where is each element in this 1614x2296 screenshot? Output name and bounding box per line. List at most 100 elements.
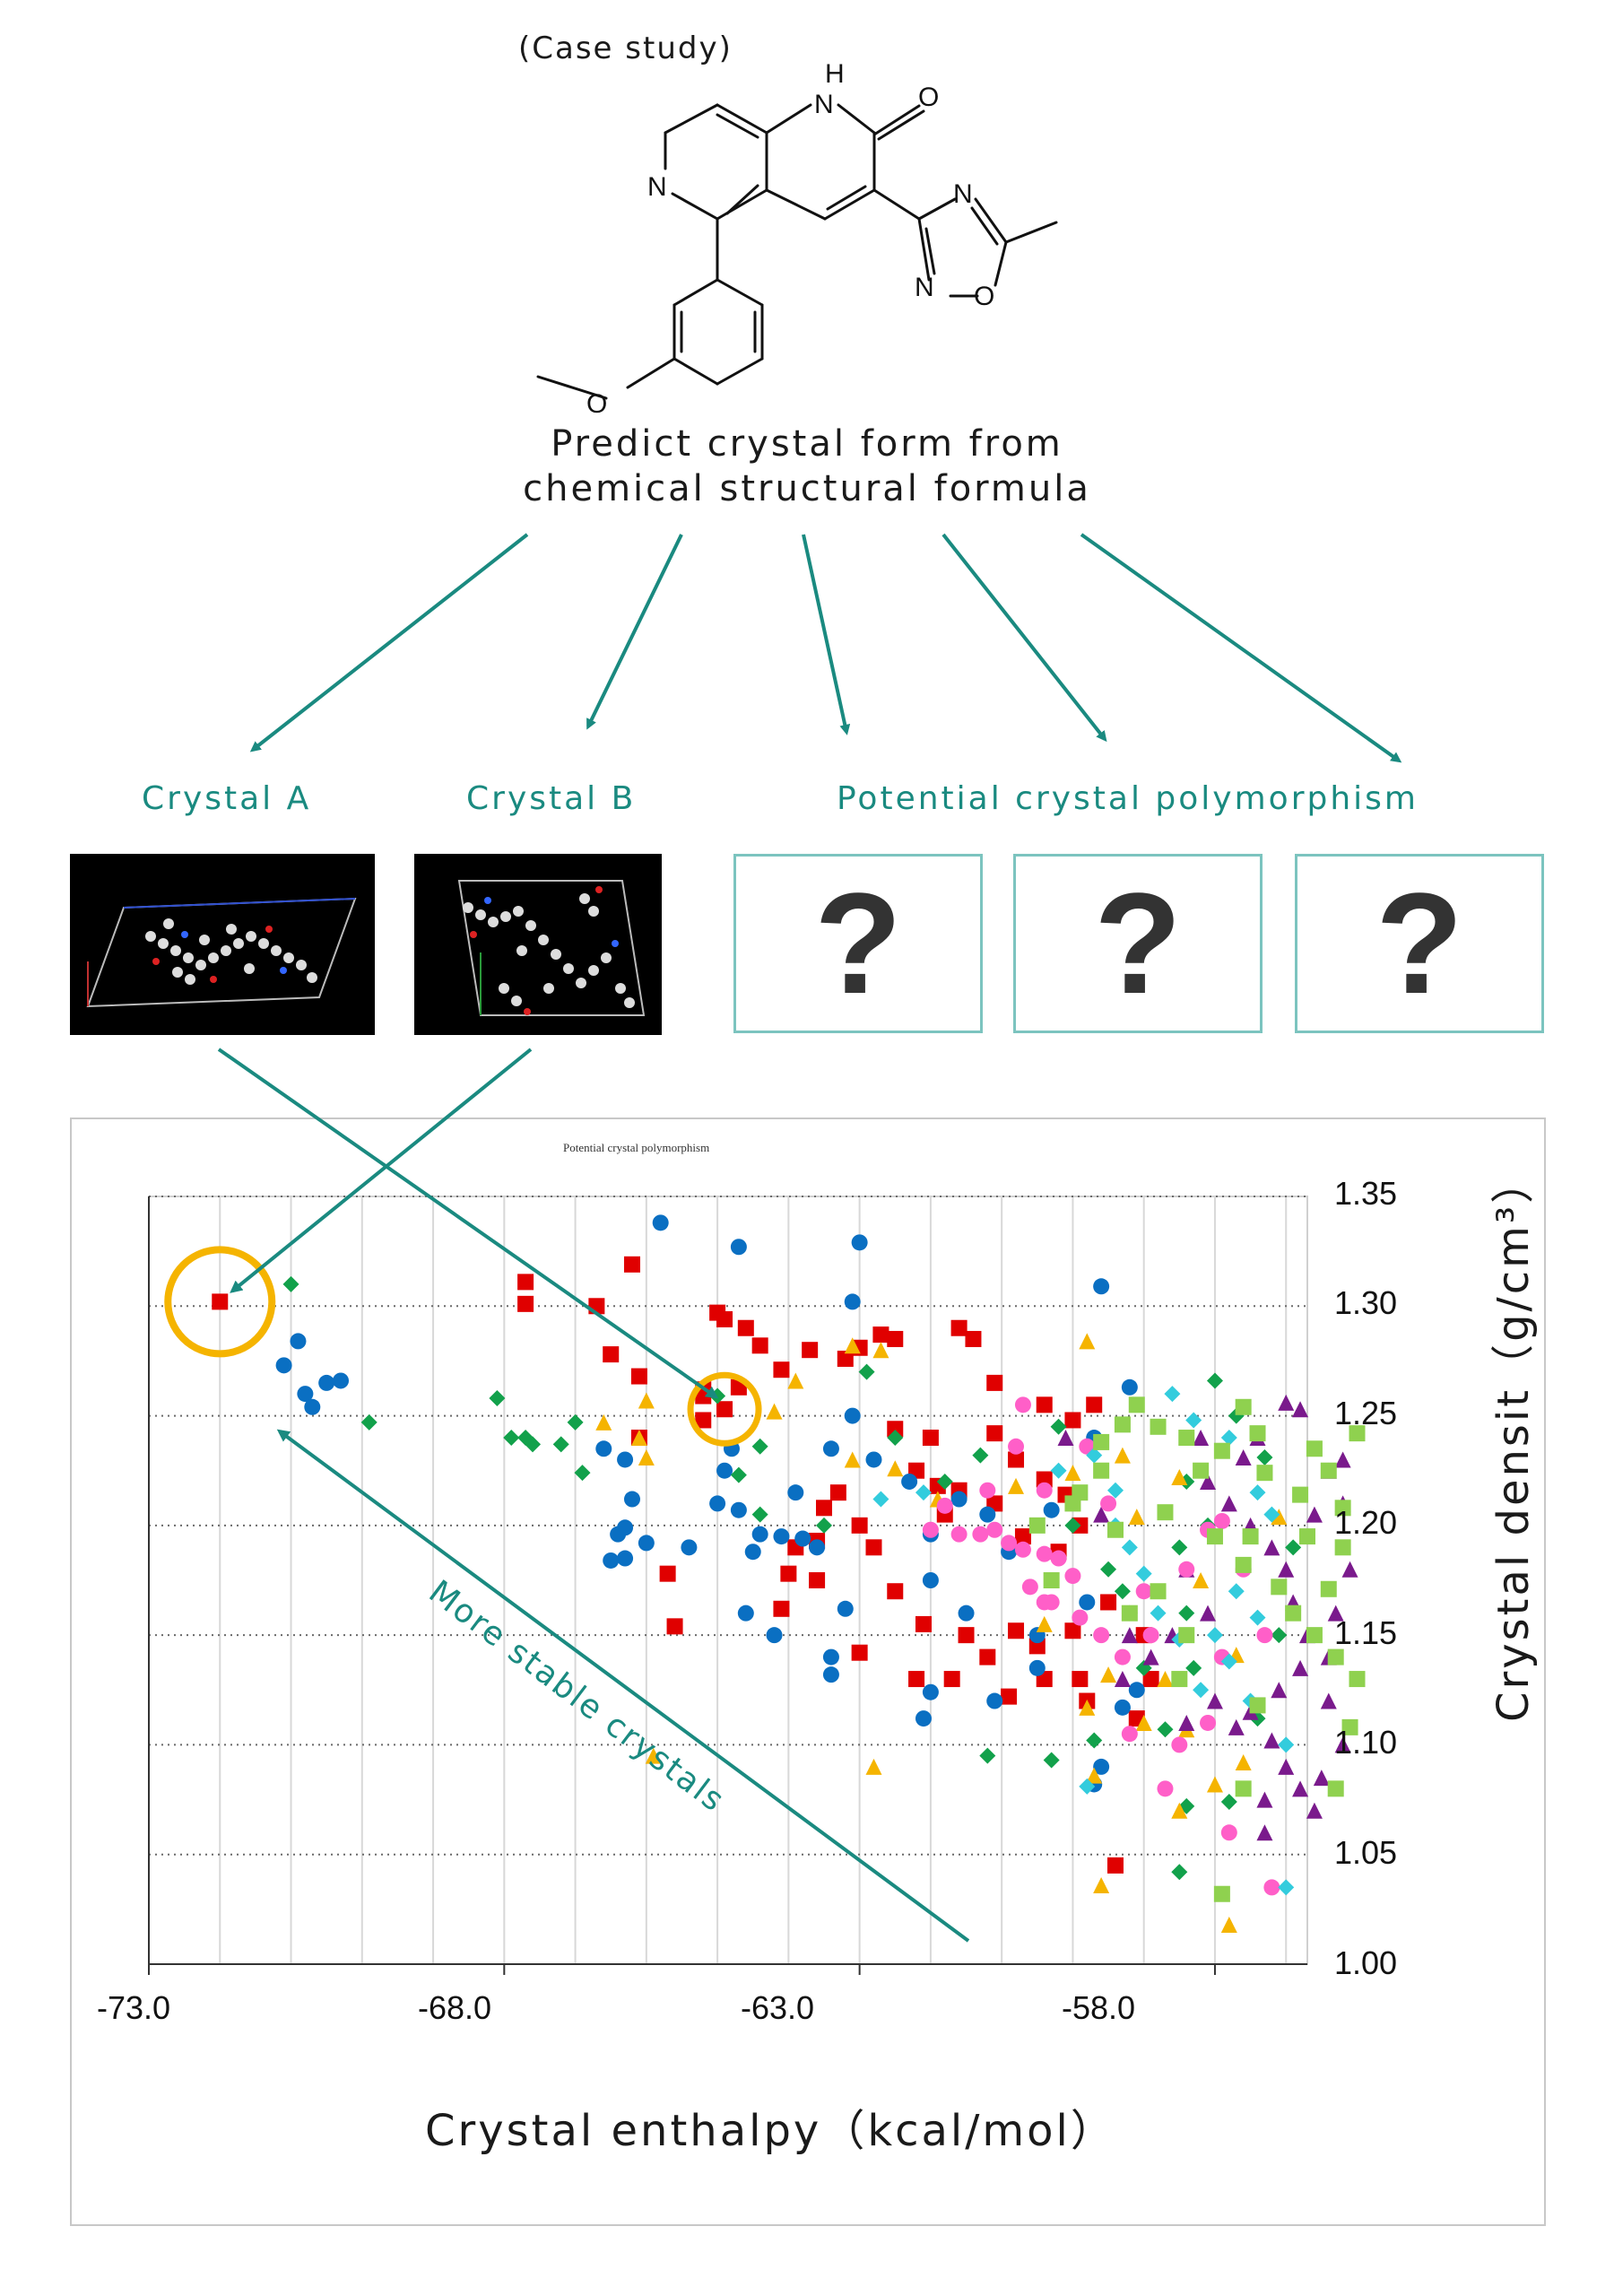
data-point (275, 1357, 292, 1374)
arrow-to-polymorph-2 (941, 533, 1107, 743)
data-point (1106, 1521, 1124, 1538)
data-point (1008, 1477, 1025, 1494)
data-point (979, 1506, 996, 1523)
data-point (773, 1528, 790, 1545)
data-point (837, 1350, 854, 1367)
data-point (1121, 1539, 1138, 1556)
arrow-crystal-b-to-point (230, 1048, 533, 1293)
data-point (744, 1544, 761, 1561)
data-point (1050, 1462, 1067, 1479)
data-point (1093, 1506, 1110, 1523)
data-point (1171, 1539, 1188, 1556)
data-point (950, 1491, 968, 1508)
data-point (1200, 1473, 1217, 1490)
data-point (1093, 1433, 1110, 1450)
data-point (1235, 1780, 1252, 1797)
data-points (212, 1214, 1366, 1933)
data-point (1213, 1885, 1230, 1902)
data-point (1079, 1699, 1096, 1716)
data-point (652, 1214, 669, 1231)
data-point (844, 1337, 861, 1354)
data-point (794, 1530, 811, 1547)
x-tick-label: -63.0 (741, 1989, 815, 2026)
data-point (809, 1572, 826, 1588)
data-point (1249, 1697, 1266, 1714)
data-point (1014, 1528, 1031, 1545)
data-point (751, 1337, 768, 1354)
data-point (1171, 1469, 1188, 1486)
data-point (822, 1440, 839, 1457)
data-point (1200, 1714, 1217, 1731)
data-point (1036, 1482, 1053, 1499)
data-point (816, 1517, 833, 1534)
data-point (1093, 1876, 1110, 1893)
data-point (851, 1644, 868, 1661)
data-point (1114, 1648, 1131, 1665)
data-point (709, 1495, 726, 1512)
data-point (1220, 1430, 1237, 1447)
data-point (552, 1436, 569, 1453)
chart-title: Potential crystal polymorphism (563, 1141, 710, 1154)
data-point (958, 1605, 975, 1622)
data-point (1178, 1714, 1195, 1731)
data-point (503, 1430, 520, 1447)
data-point (1235, 1556, 1252, 1573)
data-point (1292, 1780, 1309, 1797)
data-point (1334, 1451, 1351, 1468)
data-point (1278, 1758, 1295, 1775)
chemical-structure: H N O N N N O O (536, 59, 1058, 419)
data-point (1064, 1495, 1081, 1512)
data-point (1072, 1609, 1089, 1626)
data-point (1057, 1430, 1074, 1447)
data-point (1135, 1714, 1152, 1731)
data-point (965, 1330, 982, 1347)
data-point (1349, 1425, 1366, 1442)
axes (148, 1196, 1307, 1975)
atom-label: N (814, 90, 834, 119)
data-point (1036, 1594, 1053, 1611)
data-point (1271, 1578, 1288, 1596)
data-point (638, 1535, 655, 1552)
data-point (865, 1758, 882, 1775)
y-tick-label: 1.10 (1334, 1724, 1398, 1761)
data-point (1299, 1528, 1315, 1545)
arrow-to-polymorph-1 (802, 534, 851, 735)
data-point (1008, 1438, 1025, 1455)
data-point (986, 1425, 1003, 1442)
data-point (943, 1671, 960, 1688)
data-point (730, 1239, 747, 1256)
data-point (1064, 1622, 1081, 1639)
data-point (822, 1666, 839, 1683)
data-point (567, 1413, 584, 1431)
data-point (851, 1517, 868, 1534)
predict-line-1: Predict crystal form from (551, 423, 1063, 465)
data-point (1334, 1539, 1351, 1556)
data-point (1050, 1418, 1067, 1435)
data-point (1278, 1394, 1295, 1411)
data-point (1306, 1506, 1323, 1523)
unknown-polymorph-box-1: ? (733, 854, 983, 1033)
data-point (630, 1430, 647, 1447)
data-point (887, 1460, 904, 1477)
data-point (1064, 1517, 1081, 1534)
y-tick-label: 1.30 (1334, 1284, 1398, 1321)
data-point (1306, 1440, 1323, 1457)
data-point (659, 1565, 676, 1582)
data-point (936, 1473, 953, 1490)
data-point (1206, 1372, 1223, 1389)
data-point (1135, 1565, 1152, 1582)
data-point (816, 1500, 833, 1517)
y-tick-label: 1.00 (1334, 1944, 1398, 1981)
data-point (716, 1462, 733, 1479)
data-point (773, 1600, 790, 1617)
data-point (304, 1398, 321, 1415)
data-point (986, 1692, 1003, 1709)
data-point (1349, 1671, 1366, 1688)
data-point (1235, 1753, 1252, 1770)
data-point (809, 1539, 826, 1556)
data-point (603, 1552, 620, 1569)
data-point (1086, 1732, 1103, 1749)
data-point (844, 1293, 861, 1310)
data-point (1106, 1482, 1124, 1499)
data-point (1263, 1539, 1280, 1556)
